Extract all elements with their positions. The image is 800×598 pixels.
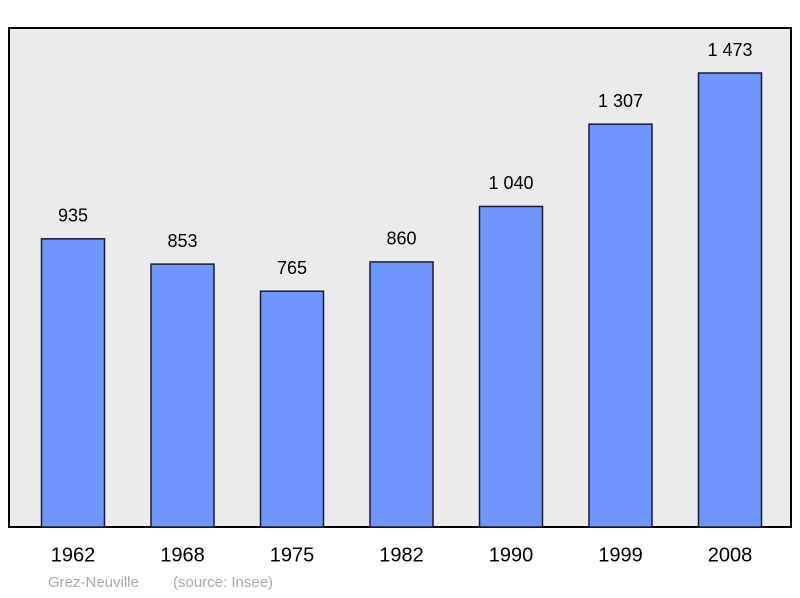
bar [259,290,325,528]
x-tick-label: 1982 [379,544,424,566]
bar [697,72,763,528]
x-tick-label: 1968 [160,544,205,566]
place-name: Grez-Neuville [48,574,139,591]
value-label: 860 [386,229,416,249]
value-label: 853 [167,231,197,251]
value-label: 1 040 [488,173,533,193]
bar [588,123,653,528]
bar [40,238,106,528]
x-tick-label: 1999 [598,544,643,566]
bar [369,261,434,528]
bar [478,205,544,528]
x-tick-label: 1990 [489,544,534,566]
x-tick-label: 2008 [708,544,753,566]
source-note: (source: Insee) [173,574,273,591]
bar [150,263,215,528]
value-label: 935 [58,206,88,226]
x-tick-label: 1962 [51,544,96,566]
x-tick-label: 1975 [270,544,315,566]
value-label: 765 [277,258,307,278]
value-label: 1 307 [598,91,643,111]
value-label: 1 473 [707,40,752,60]
